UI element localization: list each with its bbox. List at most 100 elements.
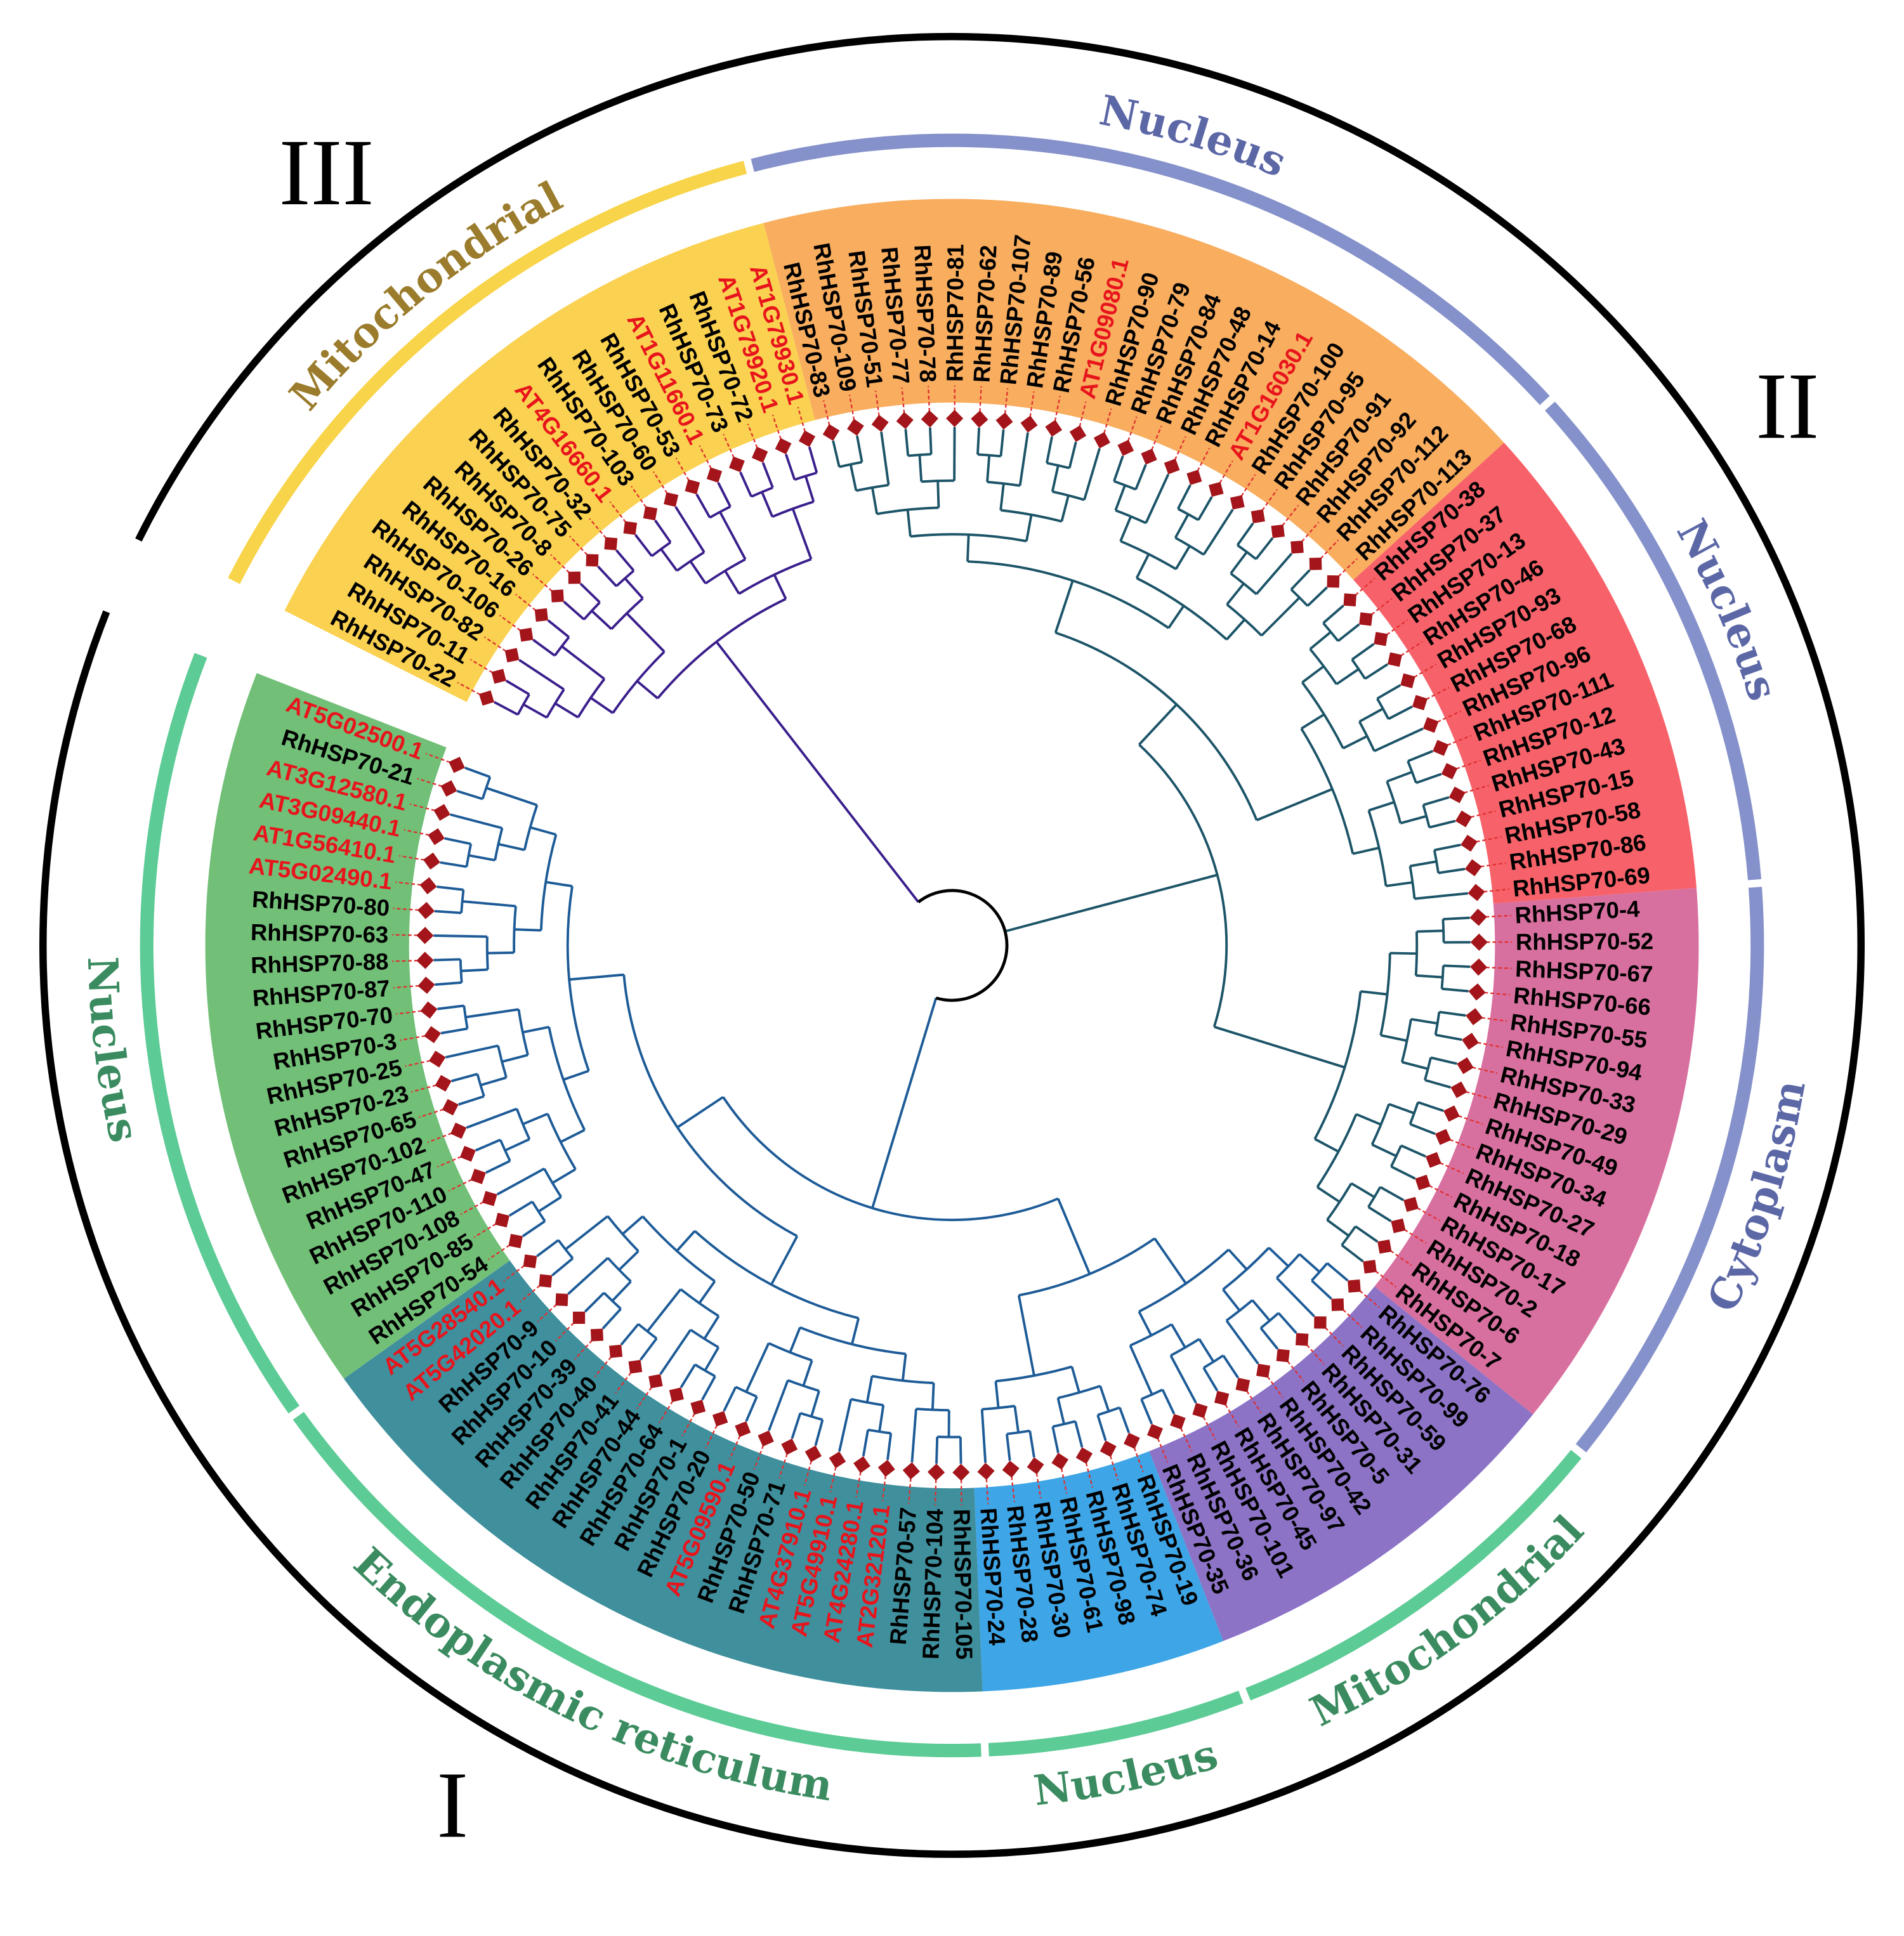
branch: [785, 454, 796, 480]
branch: [1261, 596, 1301, 637]
branch: [994, 1381, 1000, 1408]
branch: [1056, 1397, 1066, 1425]
node-diamond: [519, 627, 534, 642]
branch: [745, 1342, 770, 1393]
branch: [1417, 1101, 1444, 1112]
branch: [547, 619, 570, 638]
branch: [530, 826, 556, 836]
branch: [1309, 631, 1332, 650]
branch: [849, 464, 858, 491]
node-diamond: [1093, 431, 1110, 449]
branch: [465, 844, 473, 867]
leaf-guide: [488, 1244, 510, 1260]
node-diamond: [690, 1399, 706, 1415]
branch: [563, 1069, 589, 1081]
leaf-guide: [928, 386, 931, 412]
node-diamond: [470, 1168, 486, 1184]
leaf-guide: [1485, 915, 1512, 918]
branch: [1388, 705, 1413, 721]
node-diamond: [1327, 575, 1340, 588]
branch: [1255, 537, 1274, 560]
node-diamond: [946, 410, 964, 428]
branch: [1115, 509, 1146, 525]
branch: [437, 1004, 464, 1011]
branch: [1096, 1415, 1107, 1441]
branch: [1228, 1248, 1248, 1271]
leaf-guide: [1261, 489, 1278, 511]
branch: [1351, 658, 1367, 680]
leaf-guide: [400, 1035, 426, 1042]
branch: [494, 827, 504, 861]
leaf-guide: [1180, 1428, 1193, 1452]
leaf-guide: [1486, 966, 1512, 969]
leaf-guide: [1151, 426, 1162, 450]
leaf-guide: [469, 658, 493, 674]
node-diamond: [1374, 632, 1388, 646]
node-diamond: [1214, 1390, 1230, 1406]
node-diamond: [450, 1122, 467, 1139]
leaf-guide: [1103, 408, 1112, 434]
node-diamond: [482, 1191, 497, 1207]
branch: [1301, 681, 1344, 749]
branch: [1440, 965, 1445, 990]
branch: [567, 1257, 609, 1295]
branch: [723, 1386, 737, 1412]
leaf-guide: [411, 1084, 437, 1093]
node-diamond: [952, 1463, 970, 1481]
branch: [1358, 707, 1384, 723]
branch: [1174, 513, 1190, 539]
node-diamond: [1117, 440, 1134, 456]
leaf-guide: [1476, 836, 1502, 843]
node-diamond: [435, 1075, 452, 1092]
sector: [344, 1260, 983, 1692]
node-diamond: [1141, 448, 1157, 465]
branch: [870, 487, 879, 514]
branch: [1438, 868, 1466, 875]
leaf-guide: [404, 829, 430, 836]
branch: [735, 1385, 758, 1398]
branch: [1350, 1182, 1375, 1198]
location-arc: [988, 1691, 1244, 1756]
branch: [761, 462, 774, 488]
branch: [935, 1437, 939, 1464]
leaf-guide: [1157, 1438, 1169, 1463]
node-diamond: [604, 537, 618, 551]
leaf-guide: [532, 573, 553, 592]
branch: [1435, 1033, 1462, 1041]
leaf-guide: [1447, 735, 1472, 746]
node-diamond: [1377, 1239, 1392, 1254]
branch: [582, 601, 601, 620]
node-diamond: [491, 669, 506, 684]
branch: [1336, 668, 1360, 686]
branch: [1439, 1011, 1466, 1017]
branch: [603, 1292, 622, 1310]
node-diamond: [1403, 1196, 1419, 1212]
branch: [1414, 892, 1468, 900]
branch: [867, 1429, 891, 1435]
branch: [1298, 1253, 1321, 1273]
branch: [450, 813, 503, 830]
branch: [773, 574, 787, 599]
node-diamond: [877, 1460, 895, 1477]
branch: [612, 650, 666, 714]
node-diamond: [1209, 481, 1224, 497]
clade-arc: [39, 610, 1664, 1858]
branch: [1083, 448, 1101, 500]
leaf-guide: [960, 1479, 962, 1506]
leaf-guide: [1355, 577, 1375, 596]
branch: [1068, 441, 1077, 469]
branch: [1400, 814, 1427, 825]
leaf-guide: [1400, 641, 1423, 657]
leaf-label: RhHSP70-104: [917, 1508, 948, 1659]
sector: [974, 1451, 1223, 1692]
leaf-guide: [723, 434, 735, 458]
leaf-guide: [874, 390, 880, 417]
leaves: RhHSP70-22RhHSP70-11RhHSP70-82RhHSP70-10…: [247, 233, 1653, 1660]
branch: [440, 1027, 468, 1035]
leaf-guide: [1224, 1404, 1240, 1427]
branch: [654, 520, 672, 544]
branch: [1415, 974, 1443, 979]
leaf-guide: [1301, 521, 1320, 542]
branch: [636, 680, 659, 700]
